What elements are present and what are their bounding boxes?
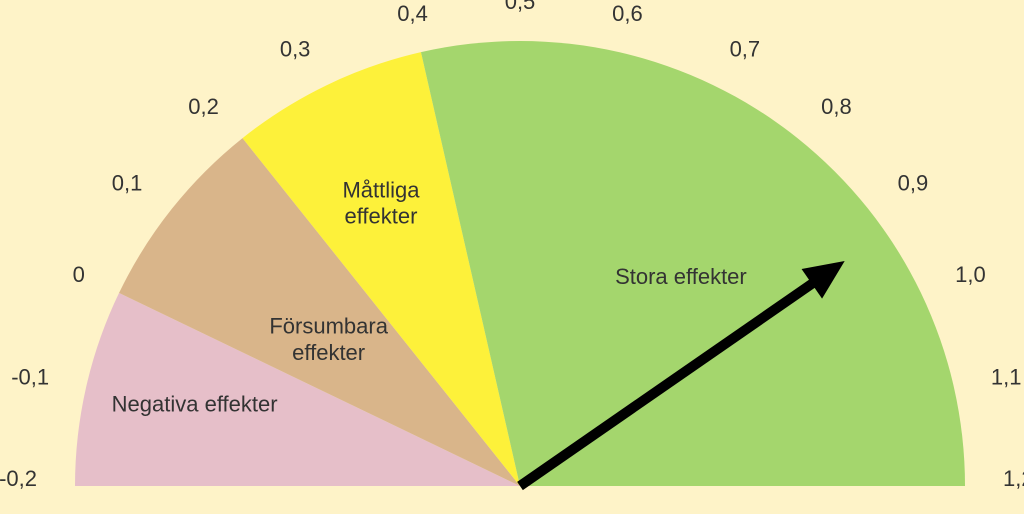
tick-label: 0,3 (280, 37, 311, 62)
tick-label: 1,2 (1003, 466, 1024, 491)
tick-label: 0,1 (112, 171, 143, 196)
tick-label: -0,1 (11, 364, 49, 389)
tick-label: 0,5 (505, 0, 536, 14)
tick-label: 0,8 (821, 94, 852, 119)
segment-label-moderate: Måttligaeffekter (342, 177, 420, 228)
tick-label: -0,2 (0, 466, 37, 491)
tick-label: 1,0 (955, 262, 986, 287)
tick-label: 0,7 (730, 37, 761, 62)
tick-label: 0,6 (612, 1, 643, 26)
tick-label: 0 (73, 262, 85, 287)
tick-label: 0,9 (898, 171, 929, 196)
tick-label: 1,1 (991, 364, 1022, 389)
segment-label-large: Stora effekter (615, 264, 747, 289)
tick-label: 0,2 (188, 94, 219, 119)
tick-label: 0,4 (397, 1, 428, 26)
segment-label-negative: Negativa effekter (112, 392, 278, 417)
